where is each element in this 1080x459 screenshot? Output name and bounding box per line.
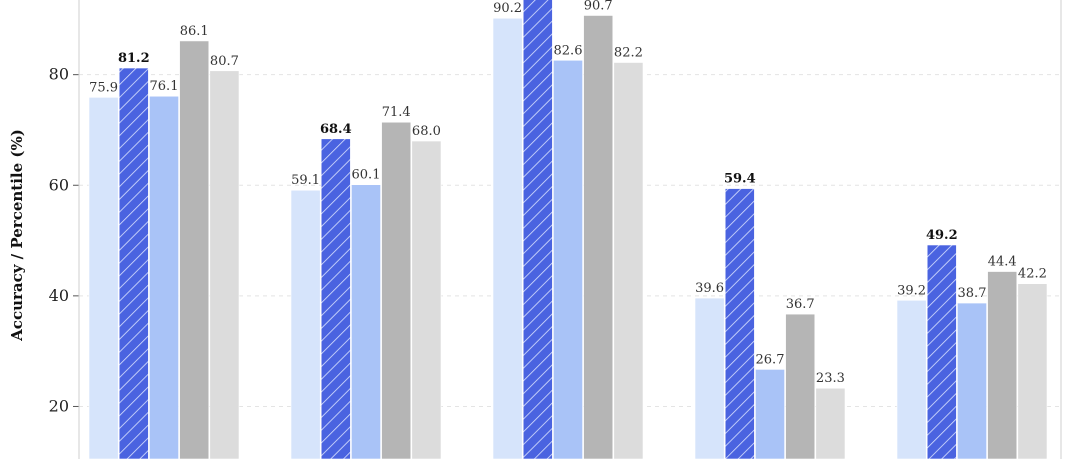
value-label-s5-g1: 80.7 — [210, 54, 239, 69]
bar-s3-g1 — [149, 95, 179, 459]
value-label-s2-g2: 68.4 — [320, 122, 352, 137]
value-label-s3-g3: 82.6 — [554, 43, 583, 58]
bar-s1-g5 — [896, 299, 927, 459]
bar-s1-g1 — [88, 97, 119, 459]
bar-s2-g5 — [926, 244, 957, 459]
value-label-s4-g2: 71.4 — [382, 105, 411, 120]
y-tick-label: 80 — [49, 65, 69, 84]
value-labels-layer: 75.981.276.1 86.180.7 59.1 68.4 60.1 71.468.0… — [89, 0, 1047, 386]
value-label-s3-g1: 76.1 — [150, 79, 179, 94]
y-tick-label: 40 — [49, 286, 69, 305]
bar-s1-g2 — [290, 189, 321, 459]
bar-s3-g2 — [351, 184, 381, 459]
value-label-s2-g5: 49.2 — [926, 228, 958, 243]
bar-s2-g2 — [320, 138, 351, 459]
bar-s4-g4 — [785, 313, 816, 459]
value-label-s1-g5: 39.2 — [897, 283, 926, 298]
value-label-s5-g4: 23.3 — [816, 371, 845, 386]
bar-s3-g4 — [755, 369, 785, 459]
value-label-s5-g5: 42.2 — [1018, 267, 1047, 282]
value-label-s4-g5: 44.4 — [988, 255, 1017, 270]
value-label-s5-g3: 82.2 — [614, 45, 643, 60]
value-label-s5-g2: 68.0 — [412, 124, 441, 139]
bar-s4-g3 — [583, 15, 614, 459]
value-label-s4-g4: 36.7 — [786, 297, 815, 312]
bar-s4-g5 — [987, 271, 1018, 459]
bar-s1-g4 — [694, 297, 725, 459]
bar-s3-g3 — [553, 59, 583, 459]
value-label-s4-g3: 90.7 — [584, 0, 613, 13]
value-label-s3-g2: 60.1 — [352, 168, 381, 183]
bars-layer — [88, 0, 1048, 459]
bar-s4-g1 — [179, 40, 210, 459]
value-label-s1-g4: 39.6 — [695, 281, 724, 296]
value-label-s3-g4: 26.7 — [756, 352, 785, 367]
bar-s5-g1 — [209, 70, 240, 459]
value-label-s1-g2: 59.1 — [291, 173, 320, 188]
bar-s5-g4 — [815, 387, 846, 459]
value-label-s2-g1: 81.2 — [118, 51, 150, 66]
y-tick-label: 60 — [49, 175, 69, 194]
y-axis-title: Accuracy / Percentile (%) — [8, 129, 26, 342]
value-label-s1-g1: 75.9 — [89, 80, 118, 95]
bar-s2-g3 — [522, 0, 553, 459]
bar-s2-g4 — [724, 188, 755, 459]
value-label-s2-g4: 59.4 — [724, 172, 756, 187]
value-label-s1-g3: 90.2 — [493, 1, 522, 16]
bar-s5-g5 — [1017, 283, 1048, 459]
bar-s4-g2 — [381, 121, 412, 459]
value-label-s4-g1: 86.1 — [180, 24, 209, 39]
bar-s5-g2 — [411, 140, 442, 459]
bar-s2-g1 — [118, 67, 149, 459]
y-tick-label: 20 — [49, 396, 69, 415]
bar-s5-g3 — [613, 62, 644, 459]
bar-s3-g5 — [957, 302, 987, 459]
value-label-s3-g5: 38.7 — [958, 286, 987, 301]
bar-s1-g3 — [492, 17, 523, 459]
axis-layer — [78, 0, 1062, 459]
